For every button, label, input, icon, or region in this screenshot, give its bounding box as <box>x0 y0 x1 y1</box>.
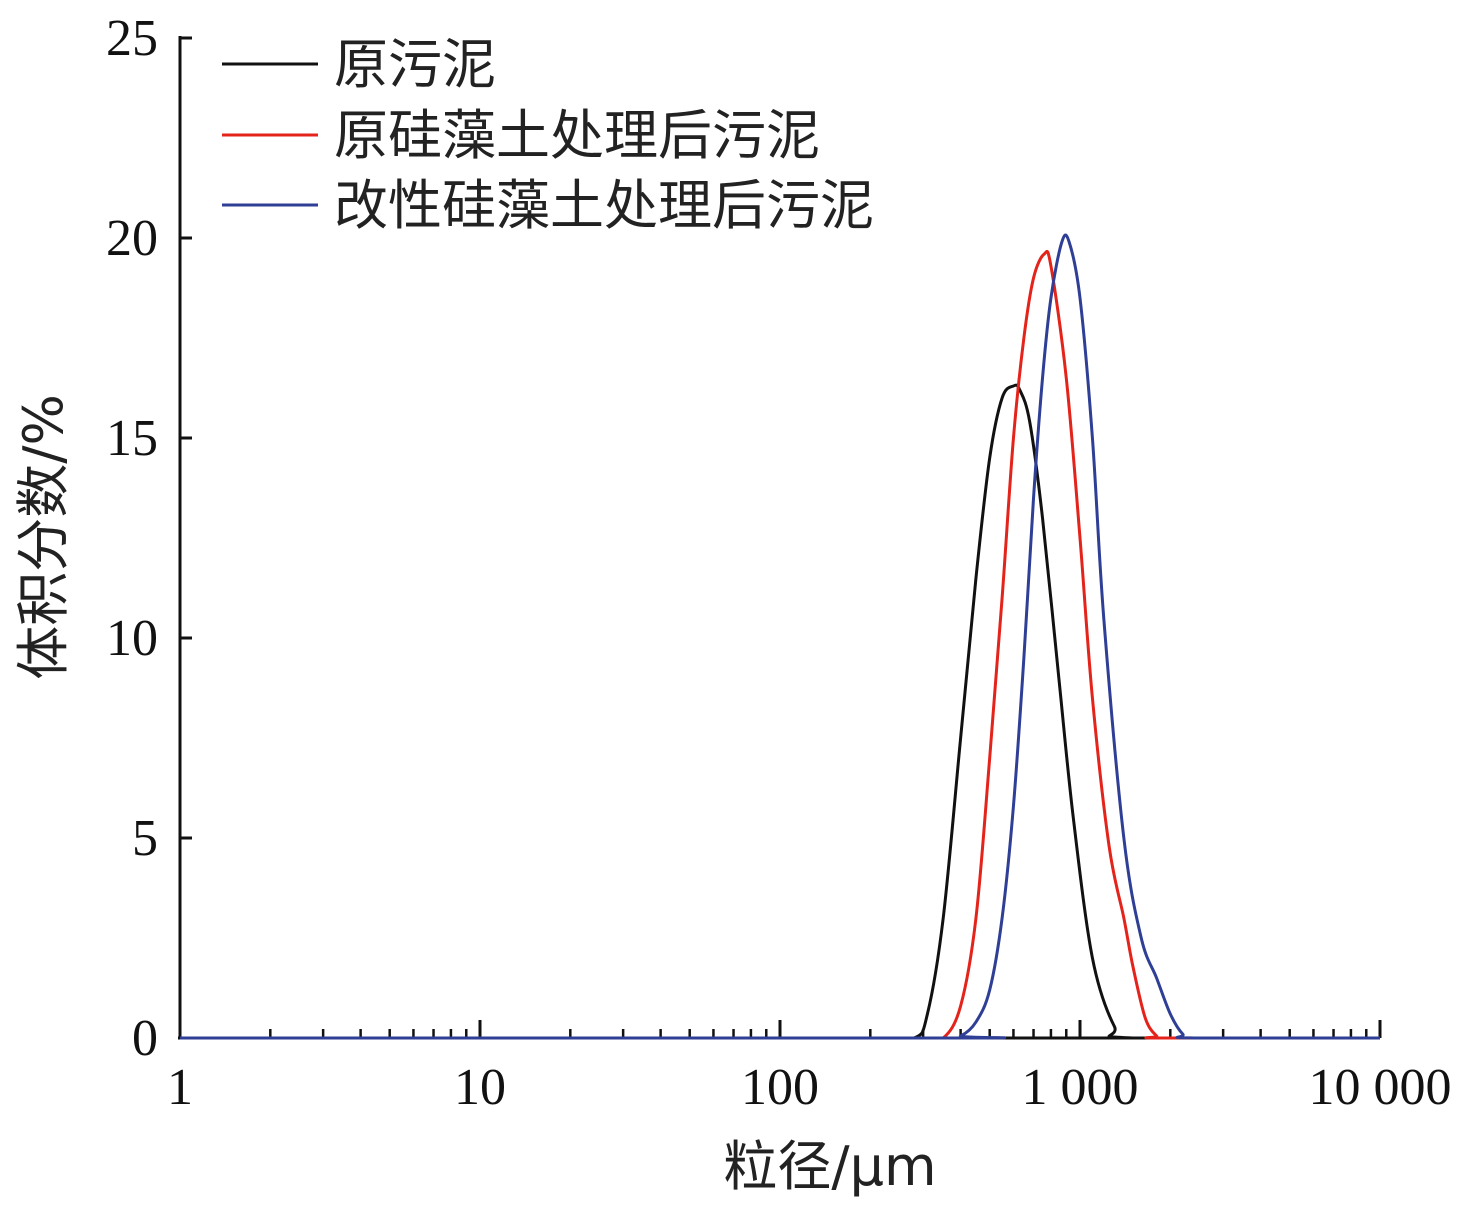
x-axis-title: 粒径/μm <box>723 1135 936 1198</box>
legend-label: 改性硅藻土处理后污泥 <box>334 174 874 237</box>
y-tick-label: 10 <box>106 610 158 667</box>
x-tick-label: 10 000 <box>1309 1059 1452 1116</box>
ticks <box>178 36 1382 1040</box>
x-tick-label: 100 <box>741 1059 819 1116</box>
y-tick-label: 0 <box>132 1010 158 1067</box>
y-tick-label: 25 <box>106 10 158 67</box>
x-tick-label: 10 <box>454 1059 506 1116</box>
tick-labels: 0 5 10 15 20 25 1 10 100 1 000 10 000 <box>106 10 1452 1116</box>
legend-label: 原硅藻土处理后污泥 <box>334 104 820 167</box>
y-axis-title: 体积分数/% <box>12 394 75 680</box>
series-line-3 <box>180 233 1380 1040</box>
x-tick-label: 1 <box>167 1059 193 1116</box>
series-line-1 <box>180 383 1380 1040</box>
y-tick-label: 20 <box>106 210 158 267</box>
y-tick-label: 5 <box>132 810 158 867</box>
legend-label: 原污泥 <box>334 33 496 96</box>
series-lines <box>180 233 1380 1040</box>
y-tick-label: 15 <box>106 410 158 467</box>
x-tick-label: 1 000 <box>1022 1059 1139 1116</box>
series-line-2 <box>180 249 1380 1040</box>
